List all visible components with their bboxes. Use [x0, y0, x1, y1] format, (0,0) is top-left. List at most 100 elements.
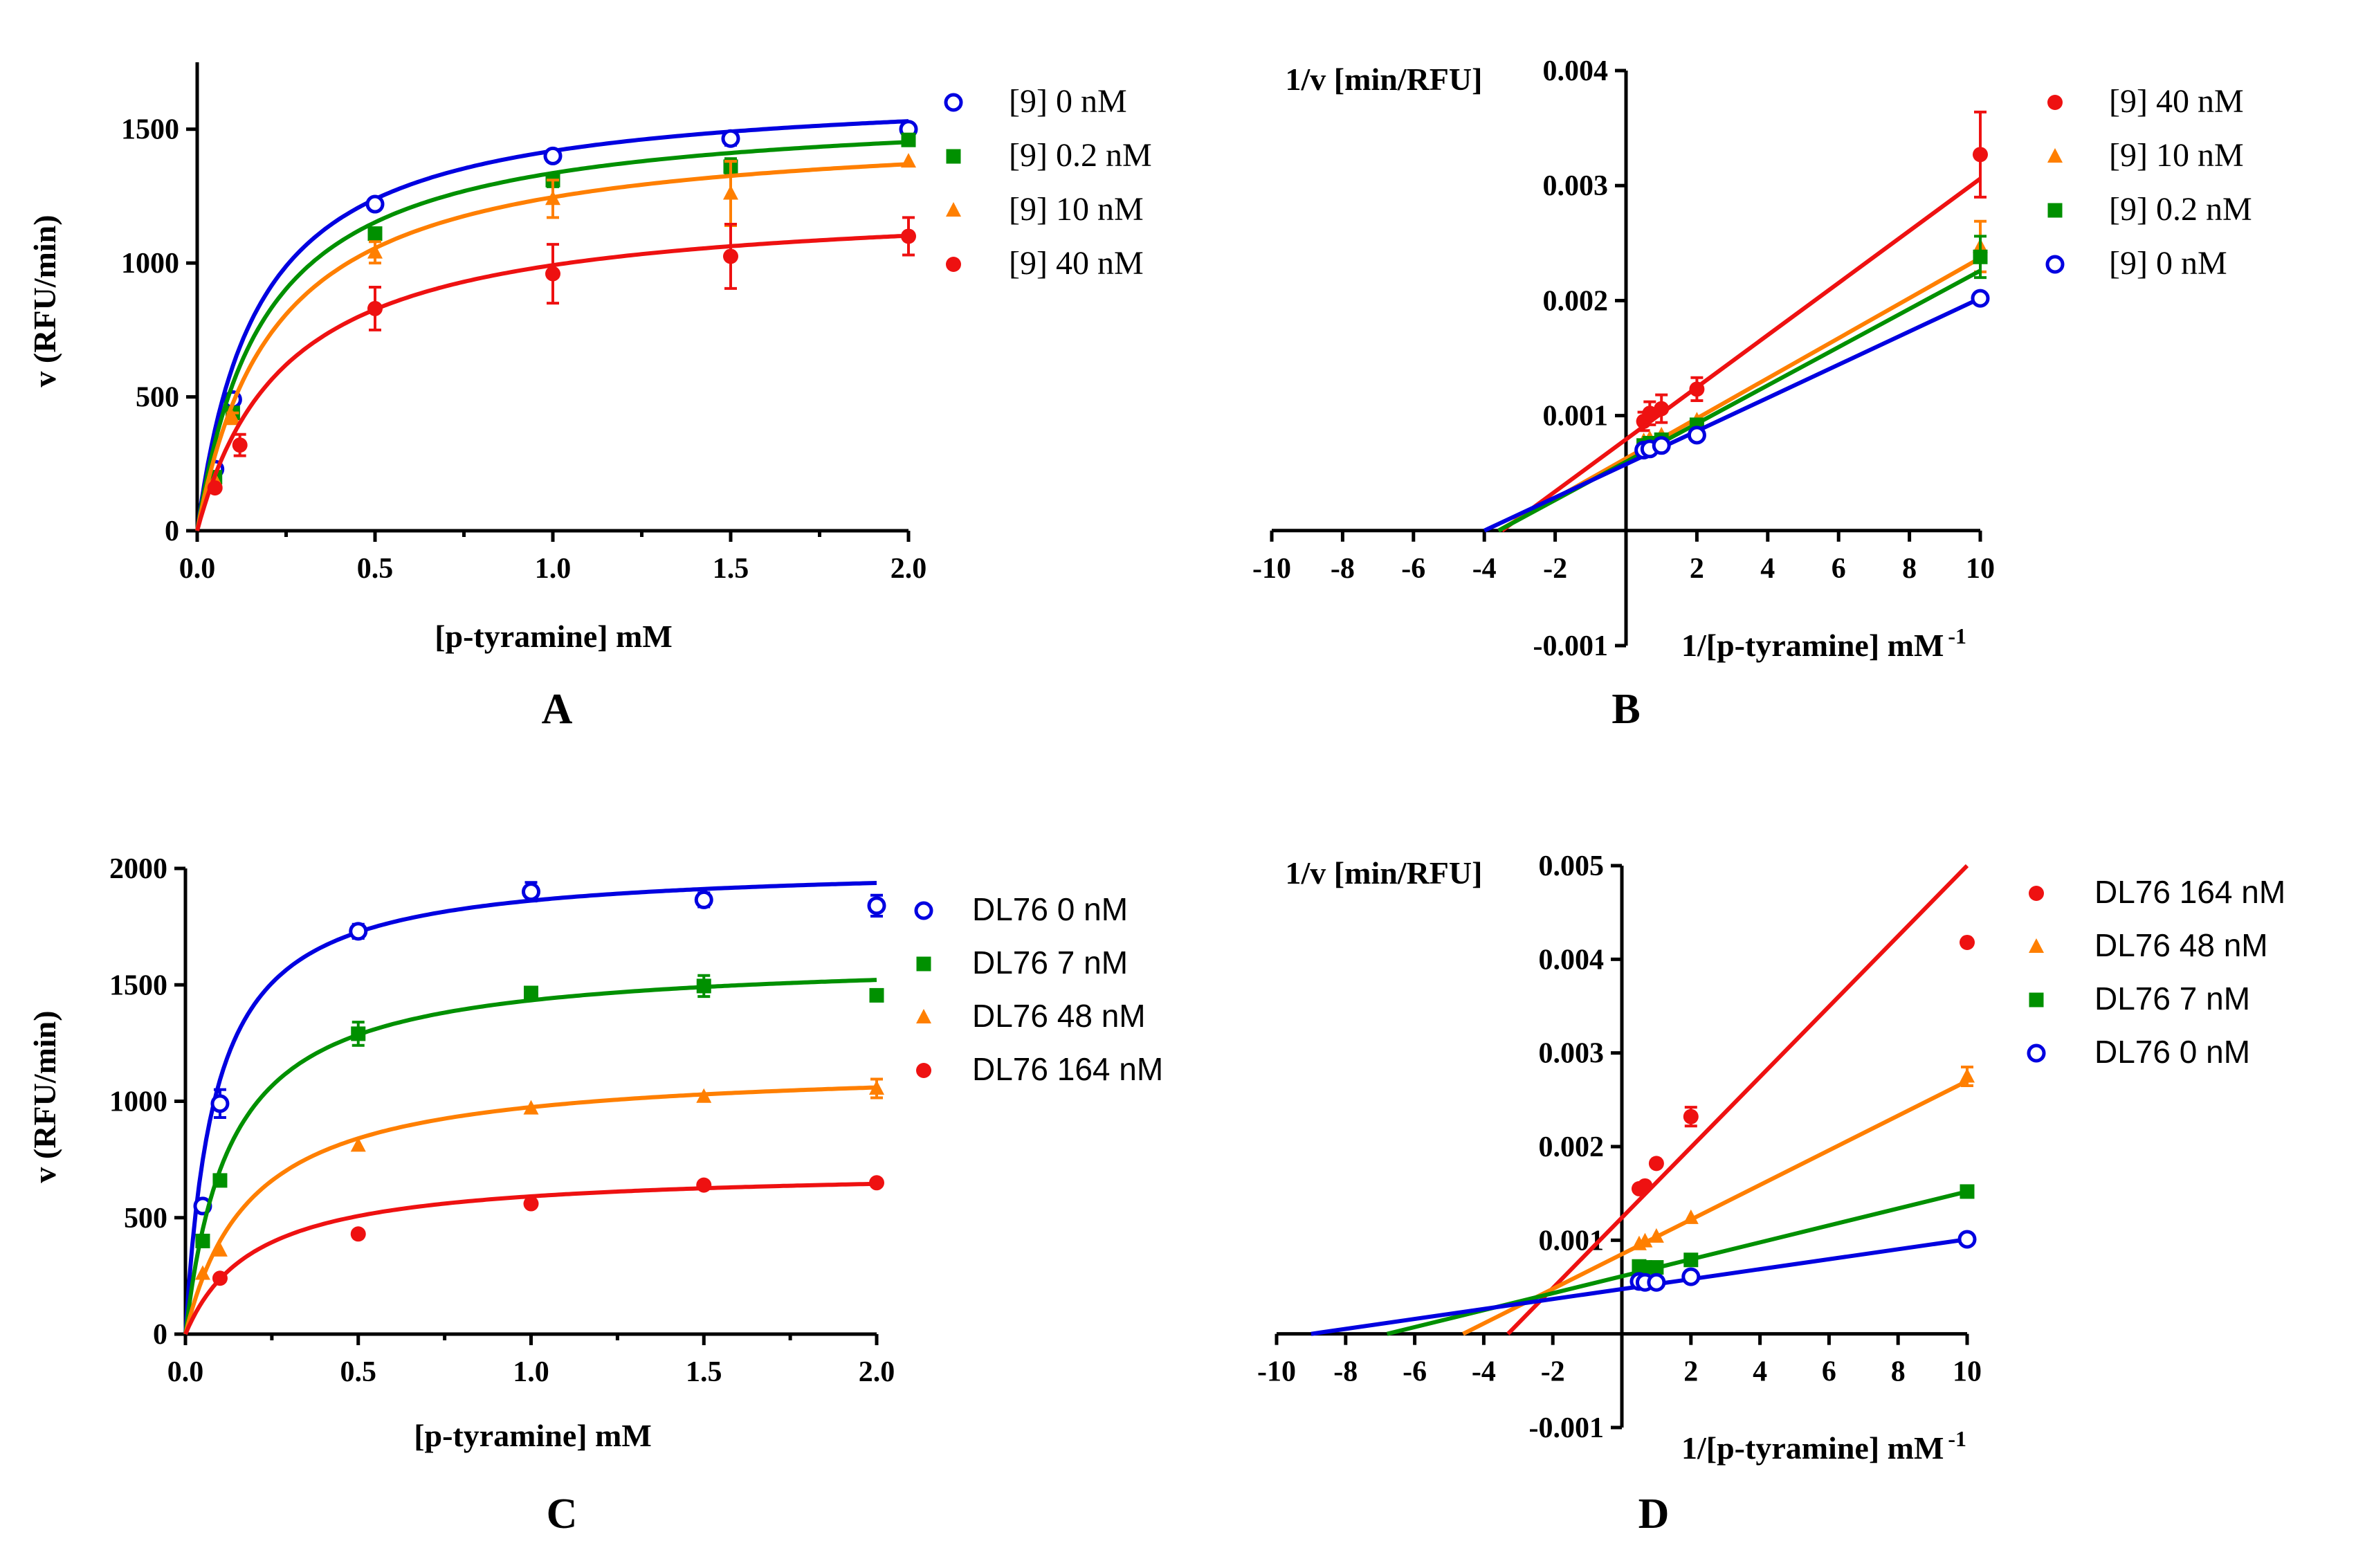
x-tick-label: -4	[1472, 553, 1497, 585]
legend-entry: [9] 0.2 nM	[946, 137, 1152, 174]
fit-line	[1506, 864, 1969, 1335]
series	[195, 153, 916, 531]
y-tick-label: 1000	[109, 1086, 167, 1118]
x-tick-label: 2	[1690, 553, 1704, 585]
x-tick-label: 10	[1966, 553, 1995, 585]
legend-label: DL76 0 nM	[972, 891, 1128, 927]
y-tick-label: 0	[165, 516, 179, 547]
legend-label: [9] 0 nM	[2109, 245, 2227, 282]
data-point	[1642, 405, 1658, 421]
x-tick-label: -6	[1403, 1356, 1427, 1388]
data-point	[524, 985, 538, 1001]
legend-marker	[2047, 148, 2063, 163]
x-tick-label: -2	[1541, 1356, 1565, 1388]
data-point	[367, 226, 383, 241]
legend-label: [9] 40 nM	[2109, 83, 2244, 120]
x-tick-label: 0.5	[357, 553, 394, 585]
legend-entry: [9] 40 nM	[2047, 83, 2244, 120]
data-point	[350, 1226, 366, 1242]
legend-entry: [9] 40 nM	[946, 245, 1144, 282]
panel-C: 0.0 0.5 1.0 1.5 2.0 0 500 1000 1500 2000 v (RFU/mi…	[27, 853, 1163, 1538]
legend-label: [9] 10 nM	[2109, 137, 2244, 174]
fit-curve	[183, 978, 877, 1335]
legend-label: DL76 164 nM	[2094, 874, 2285, 910]
y-tick-label: 1500	[121, 114, 179, 146]
data-point	[349, 922, 368, 941]
data-point	[723, 248, 738, 264]
data-point	[350, 1137, 366, 1152]
x-tick-label: 10	[1953, 1356, 1982, 1388]
x-tick-label: 6	[1822, 1356, 1836, 1388]
y-tick-label: 0.003	[1539, 1038, 1605, 1070]
data-point	[721, 129, 740, 148]
data-point	[694, 890, 713, 909]
data-point	[901, 228, 916, 244]
x-tick-label: 1.0	[513, 1356, 549, 1388]
data-point	[545, 266, 560, 282]
legend-entry: DL76 0 nM	[2027, 1034, 2250, 1070]
data-point	[543, 146, 563, 165]
series	[1501, 110, 1988, 533]
legend-entry: [9] 10 nM	[946, 191, 1144, 228]
data-point	[1689, 381, 1705, 397]
x-tick-label: 6	[1832, 553, 1846, 585]
fit-line	[1462, 1079, 1969, 1336]
x-tick-label: 1.5	[713, 553, 749, 585]
data-point	[225, 410, 241, 425]
x-axis-label: 1/[p-tyramine] mM -1	[1681, 1426, 1966, 1466]
legend-marker	[2029, 938, 2044, 953]
data-point	[212, 1241, 228, 1257]
legend-marker	[2027, 1043, 2046, 1063]
y-tick-label: 0.001	[1543, 401, 1609, 432]
y-tick-label: 1000	[121, 248, 179, 280]
legend-entry: [9] 0 nM	[2045, 245, 2227, 282]
legend-label: [9] 0.2 nM	[1009, 137, 1152, 174]
legend-marker	[2029, 992, 2044, 1008]
y-tick-label: 500	[124, 1203, 167, 1234]
x-tick-label: -8	[1333, 1356, 1358, 1388]
data-point	[901, 132, 916, 147]
legend-label: DL76 48 nM	[972, 998, 1146, 1034]
legend-label: DL76 7 nM	[2094, 981, 2250, 1017]
panel-D: -10 -8 -6 -4 -2 2 4 6 8 10 -0.001 0.001 0.002 0.003 0.…	[1257, 850, 2285, 1538]
data-point	[1960, 1068, 1975, 1083]
y-axis-label: 1/v [min/RFU]	[1286, 855, 1483, 891]
y-tick-label: 0.004	[1543, 55, 1609, 87]
data-point	[1649, 1260, 1664, 1275]
y-tick-label: 0.001	[1539, 1225, 1605, 1257]
data-point	[351, 1026, 366, 1041]
series	[183, 1175, 884, 1335]
data-point	[212, 1173, 228, 1188]
series	[1483, 289, 1990, 533]
y-tick-label: -0.001	[1533, 630, 1609, 662]
legend-entry: [9] 10 nM	[2047, 137, 2244, 174]
data-point	[210, 1094, 230, 1113]
data-point	[232, 437, 248, 453]
data-point	[1637, 1178, 1653, 1194]
panel-letter: B	[1611, 686, 1640, 733]
x-tick-label: -8	[1331, 553, 1355, 585]
y-axis-label: v (RFU/min)	[27, 215, 62, 387]
legend-marker	[916, 1009, 931, 1023]
data-point	[1647, 1273, 1666, 1292]
panel-A: 0.0 0.5 1.0 1.5 2.0 0 500 1000 1500 v (RFU/min) [p…	[27, 62, 1152, 733]
legend-entry: DL76 48 nM	[2029, 927, 2268, 963]
data-point	[869, 1079, 884, 1095]
x-axis-label-superscript: -1	[1948, 1426, 1966, 1451]
x-tick-label: -6	[1401, 553, 1425, 585]
y-tick-label: 0.002	[1543, 285, 1609, 317]
x-tick-label: -10	[1257, 1356, 1296, 1388]
legend-label: DL76 164 nM	[972, 1051, 1163, 1087]
data-point	[522, 882, 540, 902]
x-tick-label: -4	[1472, 1356, 1496, 1388]
data-point	[723, 185, 738, 200]
data-point	[1973, 147, 1988, 163]
legend-entry: [9] 0 nM	[944, 83, 1127, 120]
fit-line	[1501, 176, 1982, 533]
data-point	[367, 244, 383, 259]
legend-marker	[2047, 95, 2063, 110]
data-point	[1960, 1184, 1975, 1199]
series	[1497, 235, 1988, 533]
x-tick-label: 4	[1753, 1356, 1767, 1388]
